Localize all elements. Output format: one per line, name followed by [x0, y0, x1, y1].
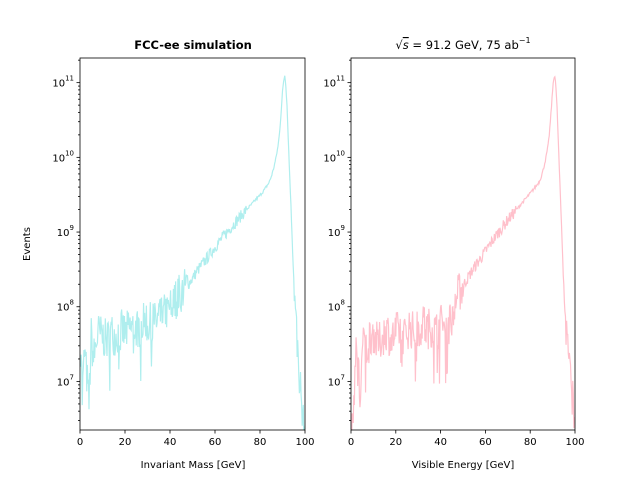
x-tick-label: 100: [295, 437, 314, 448]
right-x-axis-label: Visible Energy [GeV]: [412, 460, 515, 471]
sqrt-s: s: [403, 38, 409, 52]
sqrt-symbol: √: [395, 38, 403, 52]
x-tick-label: 0: [77, 437, 83, 448]
y-tick-label: 107: [328, 373, 345, 388]
x-tick-label: 60: [479, 437, 492, 448]
y-tick-label: 107: [57, 373, 74, 388]
x-tick-label: 20: [119, 437, 132, 448]
y-tick-label: 108: [57, 299, 74, 314]
y-tick-label: 1011: [323, 75, 345, 90]
x-tick-label: 20: [389, 437, 402, 448]
x-tick-label: 60: [209, 437, 222, 448]
histogram-series-line: [80, 75, 305, 430]
x-tick-label: 80: [254, 437, 267, 448]
plot-frame: [350, 57, 576, 431]
y-tick-label: 1010: [52, 149, 74, 164]
x-tick-label: 100: [565, 437, 584, 448]
x-tick-label: 40: [164, 437, 177, 448]
left-y-axis-label: Events: [22, 227, 33, 261]
right-chart-title: √s = 91.2 GeV, 75 ab−1: [395, 36, 530, 52]
right-chart-panel: √s = 91.2 GeV, 75 ab−1 Visible Energy [G…: [323, 36, 584, 471]
left-chart-title: FCC-ee simulation: [134, 38, 252, 52]
title-superscript: −1: [519, 36, 531, 45]
y-tick-label: 109: [328, 224, 345, 239]
y-tick-label: 108: [328, 299, 345, 314]
plot-frame: [79, 57, 306, 431]
x-tick-label: 80: [524, 437, 537, 448]
y-tick-label: 1011: [52, 75, 74, 90]
y-tick-label: 1010: [323, 149, 345, 164]
left-chart-panel: FCC-ee simulation Invariant Mass [GeV] E…: [22, 38, 315, 471]
y-tick-label: 109: [57, 224, 74, 239]
x-tick-label: 0: [348, 437, 354, 448]
histogram-series-line: [351, 75, 575, 430]
x-tick-label: 40: [434, 437, 447, 448]
title-rest: = 91.2 GeV, 75 ab: [409, 38, 519, 52]
left-x-axis-label: Invariant Mass [GeV]: [141, 460, 246, 471]
